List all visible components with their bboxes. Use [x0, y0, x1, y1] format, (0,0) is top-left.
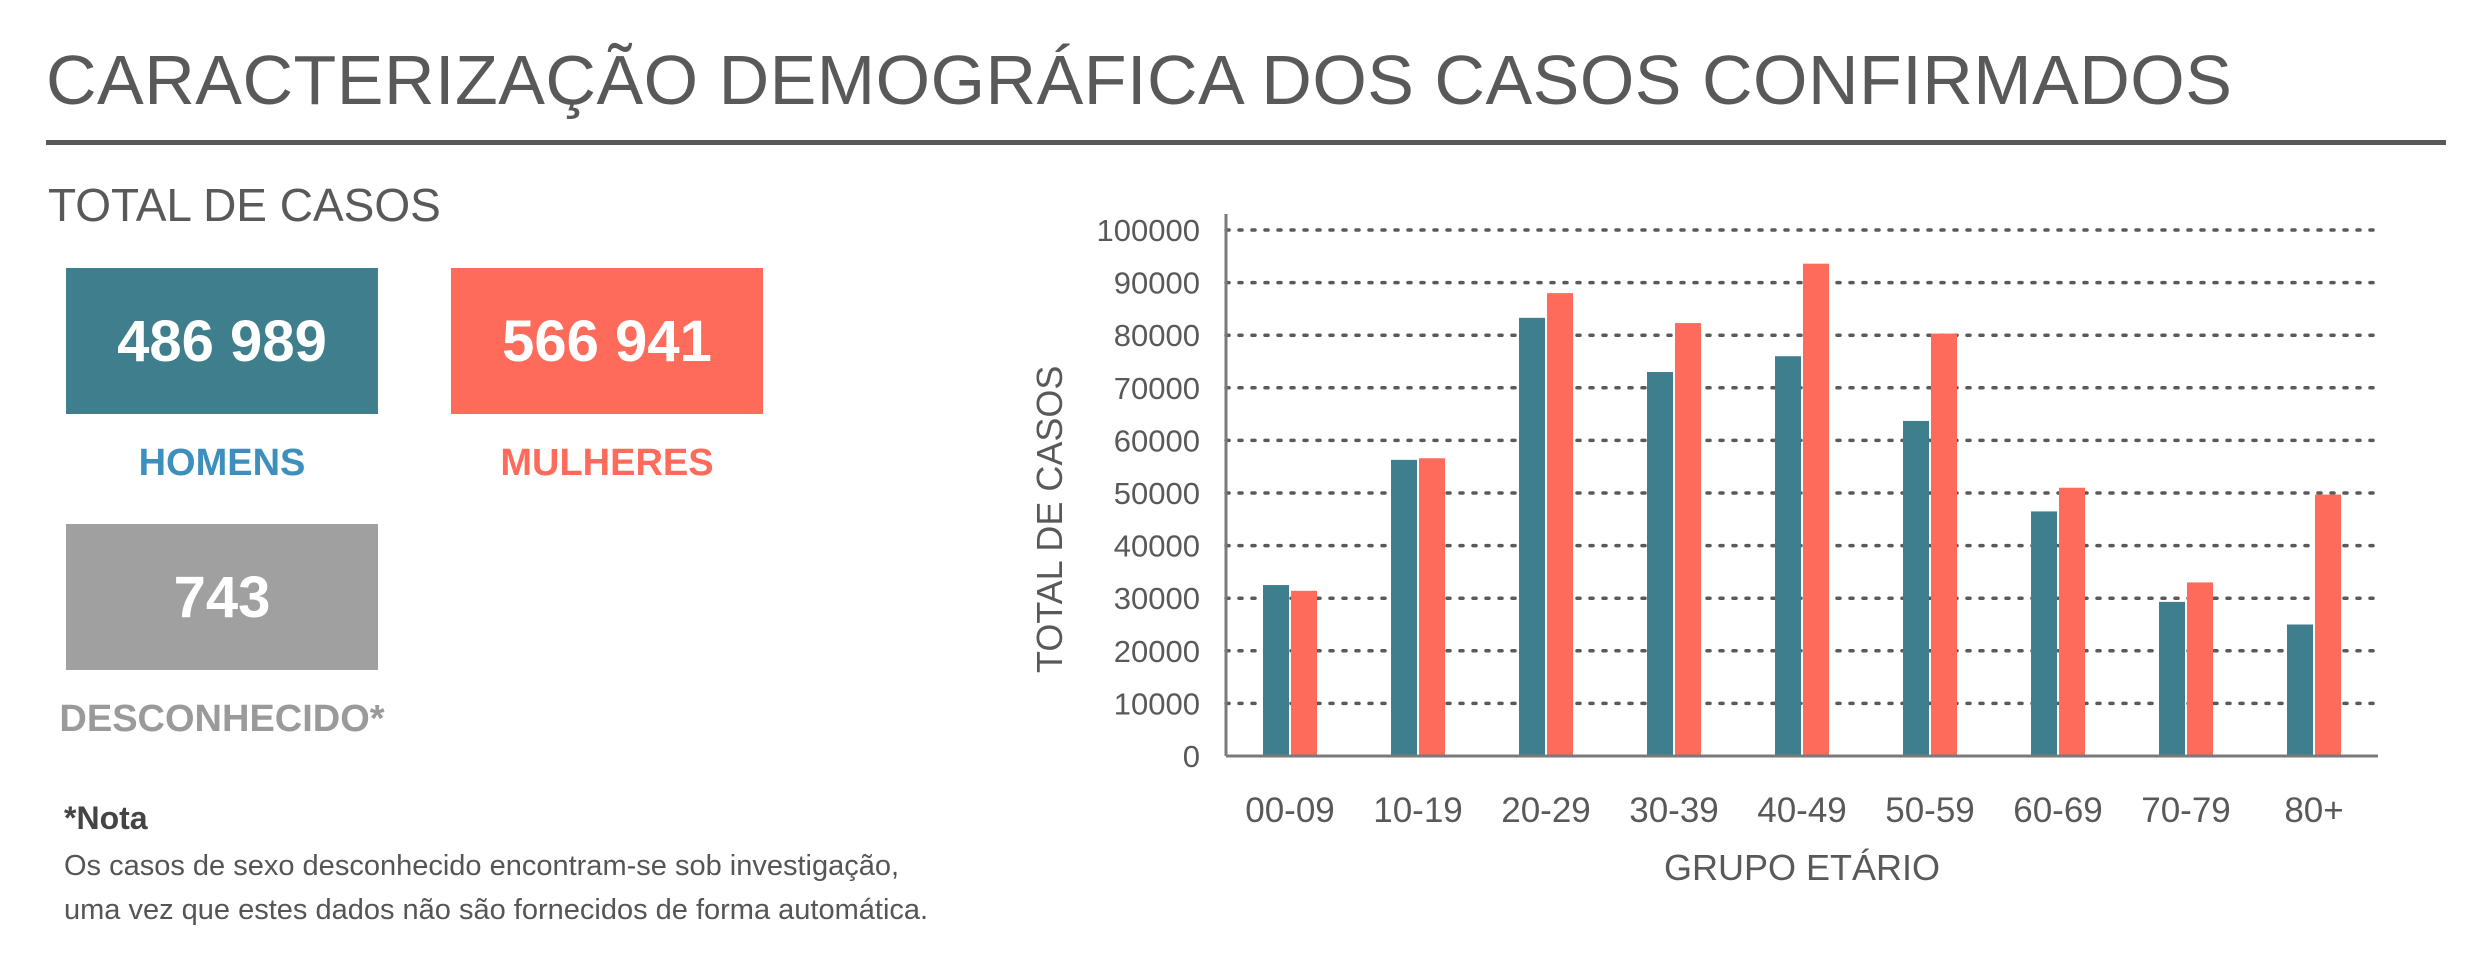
bar	[1675, 323, 1701, 756]
bar	[2059, 487, 2085, 756]
note-title: *Nota	[64, 800, 148, 836]
bar	[2159, 601, 2185, 756]
bar	[1391, 459, 1417, 756]
page-title: CARACTERIZAÇÃO DEMOGRÁFICA DOS CASOS CON…	[46, 41, 2233, 119]
women-total-box: 566 941	[451, 268, 763, 414]
note-line: Os casos de sexo desconhecido encontram-…	[64, 850, 900, 882]
y-tick-label: 70000	[1114, 371, 1200, 406]
y-tick-label: 80000	[1114, 318, 1200, 353]
bar	[1931, 333, 1957, 756]
unknown-label: DESCONHECIDO*	[59, 698, 385, 740]
bar	[2031, 511, 2057, 756]
unknown-total-box: 743	[66, 524, 378, 670]
y-tick-label: 100000	[1097, 213, 1200, 248]
women-label: MULHERES	[500, 442, 714, 484]
title-divider	[46, 140, 2446, 145]
y-tick-label: 30000	[1114, 581, 1200, 616]
bar	[1263, 585, 1289, 756]
bar	[1519, 317, 1545, 756]
y-tick-label: 40000	[1114, 529, 1200, 564]
x-tick-label: 10-19	[1373, 791, 1463, 830]
y-tick-label: 90000	[1114, 266, 1200, 301]
bar	[1419, 458, 1445, 756]
bar	[1903, 420, 1929, 756]
bar	[1647, 372, 1673, 756]
x-tick-label: 40-49	[1757, 791, 1847, 830]
x-tick-label: 30-39	[1629, 791, 1719, 830]
age-group-chart: 0 10000 20000 30000 40000 50000 60000 70000 8000…	[1000, 190, 2440, 935]
bar	[1803, 263, 1829, 756]
x-tick-label: 00-09	[1245, 791, 1335, 830]
x-tick-label: 80+	[2284, 791, 2343, 830]
bar	[1775, 356, 1801, 756]
bar	[1291, 590, 1317, 756]
x-axis-title: GRUPO ETÁRIO	[1664, 847, 1940, 888]
bar	[2187, 582, 2213, 756]
x-tick-label: 20-29	[1501, 791, 1591, 830]
x-tick-label: 60-69	[2013, 791, 2103, 830]
note-text: Os casos de sexo desconhecido encontram-…	[64, 844, 1024, 932]
bar	[2287, 624, 2313, 756]
men-label: HOMENS	[138, 442, 306, 484]
bar	[2315, 494, 2341, 756]
bar	[1547, 293, 1573, 756]
y-tick-label: 0	[1183, 739, 1200, 774]
y-tick-label: 20000	[1114, 634, 1200, 669]
y-tick-label: 60000	[1114, 423, 1200, 458]
x-tick-label: 70-79	[2141, 791, 2231, 830]
total-cases-heading: TOTAL DE CASOS	[48, 179, 441, 231]
x-tick-label: 50-59	[1885, 791, 1975, 830]
y-tick-label: 10000	[1114, 686, 1200, 721]
chart-svg: 0 10000 20000 30000 40000 50000 60000 70000 8000…	[1029, 213, 2380, 888]
y-tick-label: 50000	[1114, 476, 1200, 511]
y-axis-title: TOTAL DE CASOS	[1029, 366, 1070, 673]
men-total-box: 486 989	[66, 268, 378, 414]
note-line: uma vez que estes dados não são fornecid…	[64, 894, 929, 926]
